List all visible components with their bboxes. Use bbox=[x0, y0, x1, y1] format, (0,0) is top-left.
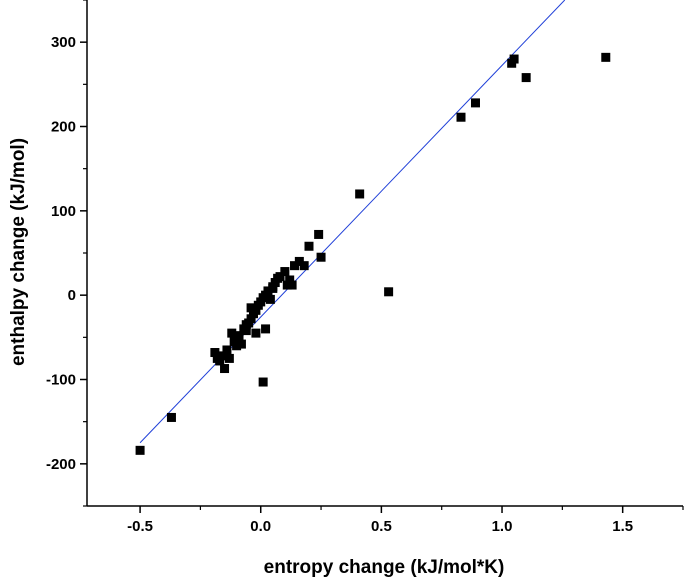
labels-layer: -0.5 0.0 0.5 1.0 1.5 -200 -100 0 100 200 300 bbox=[46, 34, 633, 535]
data-point bbox=[294, 256, 304, 266]
data-point bbox=[210, 348, 220, 358]
data-point bbox=[285, 275, 295, 285]
data-point bbox=[355, 189, 365, 199]
data-point bbox=[246, 303, 256, 313]
data-point bbox=[227, 328, 237, 338]
data-point bbox=[135, 445, 145, 455]
x-tick-label: 0.5 bbox=[371, 518, 392, 535]
y-tick-label: 0 bbox=[68, 287, 76, 304]
x-tick-label: 1.5 bbox=[612, 518, 633, 535]
x-tick-label: -0.5 bbox=[127, 518, 153, 535]
data-point bbox=[166, 412, 176, 422]
data-point bbox=[215, 356, 225, 366]
fit-line bbox=[139, 0, 566, 444]
x-tick-label: 1.0 bbox=[492, 518, 513, 535]
data-point bbox=[236, 339, 246, 349]
data-point bbox=[241, 326, 251, 336]
data-point bbox=[509, 54, 519, 64]
data-point bbox=[470, 98, 480, 108]
data-point bbox=[217, 351, 227, 361]
data-point bbox=[261, 324, 271, 334]
data-point bbox=[258, 377, 268, 387]
data-point bbox=[299, 261, 309, 271]
data-point bbox=[232, 341, 242, 351]
data-point bbox=[220, 364, 230, 374]
data-point bbox=[521, 73, 531, 83]
data-point bbox=[268, 283, 278, 293]
data-point bbox=[314, 229, 324, 239]
data-point bbox=[282, 280, 292, 290]
y-axis-title: enthalpy change (kJ/mol) bbox=[8, 138, 29, 366]
fit-line-layer bbox=[139, 0, 566, 444]
data-point bbox=[234, 331, 244, 341]
x-axis-title: entropy change (kJ/mol*K) bbox=[264, 557, 505, 578]
points-layer bbox=[135, 52, 611, 455]
data-point bbox=[304, 241, 314, 251]
data-point bbox=[246, 314, 256, 324]
y-tick-label: 100 bbox=[51, 203, 76, 220]
x-tick-label: 0.0 bbox=[250, 518, 271, 535]
data-point bbox=[456, 112, 466, 122]
data-point bbox=[222, 345, 232, 355]
data-point bbox=[601, 52, 611, 62]
y-tick-label: -200 bbox=[46, 456, 76, 473]
y-tick-label: 200 bbox=[51, 119, 76, 136]
data-point bbox=[265, 294, 275, 304]
data-point bbox=[287, 280, 297, 290]
axes bbox=[80, 0, 684, 513]
data-point bbox=[290, 261, 300, 271]
data-point bbox=[273, 273, 283, 283]
data-point bbox=[316, 252, 326, 262]
y-tick-label: -100 bbox=[46, 372, 76, 389]
data-point bbox=[280, 267, 290, 277]
data-point bbox=[251, 328, 261, 338]
y-tick-label: 300 bbox=[51, 34, 76, 51]
data-point bbox=[384, 287, 394, 297]
data-point bbox=[251, 305, 261, 315]
data-point bbox=[224, 353, 234, 363]
data-point bbox=[263, 286, 273, 296]
